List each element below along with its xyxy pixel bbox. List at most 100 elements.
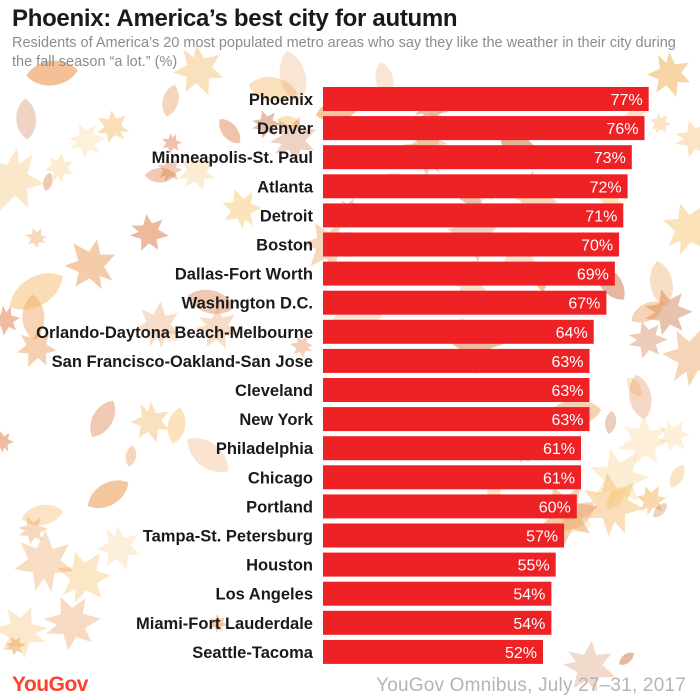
leaf-decoration — [663, 203, 700, 255]
leaf-decoration — [68, 123, 106, 159]
category-label: Boston — [256, 237, 313, 255]
bar — [323, 261, 615, 286]
leaf-decoration — [0, 305, 21, 336]
value-label: 77% — [611, 92, 643, 109]
bar — [323, 639, 543, 664]
category-label: Detroit — [260, 207, 314, 225]
leaf-decoration — [173, 44, 224, 96]
leaf-decoration — [629, 374, 652, 420]
leaf-decoration — [57, 551, 111, 604]
leaf-decoration — [157, 157, 183, 182]
leaf-decoration — [605, 411, 617, 434]
leaf-decoration — [669, 464, 685, 488]
leaf-decoration — [125, 445, 137, 467]
leaf-decoration — [650, 112, 672, 134]
leaf-decoration — [21, 504, 64, 526]
leaf-decoration — [619, 652, 634, 665]
bar — [323, 87, 649, 111]
leaf-decoration — [0, 147, 45, 211]
leaf-decoration — [64, 239, 116, 290]
leaf-decoration — [160, 330, 182, 342]
value-label: 60% — [539, 499, 571, 516]
category-label: Seattle-Tacoma — [192, 644, 314, 662]
leaf-decoration — [5, 636, 26, 656]
chart-subtitle: Residents of America’s 20 most populated… — [12, 35, 676, 70]
category-label: Washington D.C. — [182, 295, 313, 313]
value-label: 52% — [505, 645, 537, 662]
leaf-decoration — [653, 503, 667, 518]
leaf-decoration — [145, 167, 176, 183]
leaf-decoration — [187, 438, 229, 473]
leaf-decoration — [563, 640, 615, 692]
leaf-decoration — [657, 420, 690, 452]
category-label: Orlando-Daytona Beach-Melbourne — [36, 324, 313, 342]
leaf-decoration — [279, 50, 307, 103]
chart-title: Phoenix: America’s best city for autumn — [12, 5, 458, 32]
leaf-decoration — [97, 110, 129, 143]
leaf-decoration — [9, 273, 63, 310]
value-label: 64% — [556, 325, 588, 342]
leaf-decoration — [90, 400, 116, 437]
category-label: Phoenix — [249, 91, 314, 109]
leaf-decoration — [130, 401, 170, 443]
value-label: 71% — [585, 208, 617, 225]
value-label: 57% — [526, 529, 558, 546]
bar — [323, 436, 581, 461]
leaf-decoration — [0, 607, 48, 658]
category-label: Chicago — [248, 469, 313, 487]
category-label: Atlanta — [257, 178, 314, 196]
leaf-decoration — [187, 289, 235, 314]
value-label: 61% — [543, 441, 575, 458]
leaf-decoration — [606, 487, 626, 509]
value-label: 70% — [581, 238, 613, 255]
bar — [323, 116, 645, 141]
category-label: Dallas-Fort Worth — [175, 266, 313, 284]
leaf-decoration — [290, 335, 314, 358]
bar — [323, 348, 590, 373]
category-label: Tampa-St. Petersburg — [143, 528, 313, 546]
leaf-decoration — [562, 502, 594, 530]
bar — [323, 523, 565, 548]
leaf-decoration — [219, 119, 241, 144]
leaf-decoration — [248, 77, 298, 102]
value-label: 61% — [543, 470, 575, 487]
leaf-decoration — [26, 60, 78, 86]
leaf-decoration — [276, 115, 301, 128]
leaf-decoration — [583, 472, 644, 537]
bar — [323, 465, 581, 490]
leaf-decoration — [195, 306, 240, 349]
leaf-decoration — [87, 480, 129, 508]
leaf-decoration — [16, 98, 37, 140]
leaf-decoration — [644, 289, 693, 336]
leaf-decoration — [17, 327, 57, 368]
chart-header: Phoenix: America’s best city for autumn … — [12, 4, 692, 72]
leaf-decoration — [44, 152, 74, 183]
leaf-decoration — [675, 120, 700, 158]
leaf-decoration — [628, 321, 668, 359]
leaf-decoration — [627, 377, 642, 397]
leaf-decoration — [162, 132, 183, 154]
leaf-decoration — [590, 449, 649, 506]
bar — [323, 378, 590, 402]
leaf-decoration — [209, 613, 228, 633]
value-label: 55% — [518, 558, 550, 575]
bar — [323, 174, 628, 199]
leaf-decoration — [162, 84, 179, 117]
bar — [323, 145, 632, 170]
leaf-decoration — [178, 152, 216, 191]
leaf-decoration — [18, 516, 48, 545]
value-label: 54% — [513, 616, 545, 633]
value-label: 63% — [551, 354, 583, 371]
leaf-decoration — [43, 172, 53, 191]
category-label: Houston — [246, 557, 313, 575]
leaf-decoration — [222, 188, 262, 230]
bar — [323, 552, 556, 577]
leaf-decoration — [129, 214, 169, 251]
leaf-decoration — [96, 525, 141, 571]
value-label: 63% — [551, 412, 583, 429]
value-label: 69% — [577, 267, 609, 284]
category-label: Minneapolis-St. Paul — [152, 149, 313, 167]
value-label: 73% — [594, 150, 626, 167]
leaf-decoration — [22, 294, 45, 341]
